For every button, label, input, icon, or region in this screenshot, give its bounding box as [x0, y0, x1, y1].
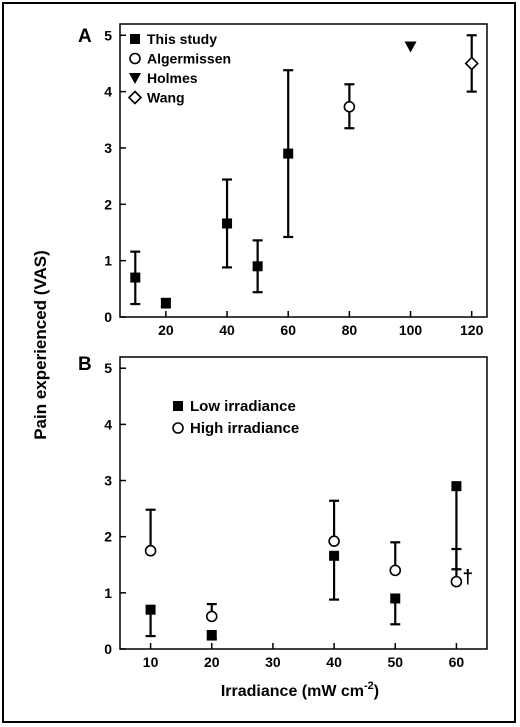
- panel-b-y-tick-label: 5: [104, 360, 112, 376]
- panel-a-holmes-point: [404, 41, 417, 53]
- panel-a-algermissen-legend-marker: [129, 52, 141, 65]
- panel-b-high-irradiance-point: [328, 535, 340, 547]
- panel-b-y-tick-label: 1: [104, 585, 112, 601]
- panel-b-x-tick-label: 10: [143, 654, 159, 670]
- panel-b-letter: B: [78, 354, 92, 375]
- panel-b-high-irradiance-point: [389, 564, 402, 577]
- panel-b-y-tick-label: 0: [104, 641, 112, 657]
- panel-b-high-irradiance-point: [205, 610, 218, 623]
- panel-a-algermissen-legend-label: Algermissen: [147, 51, 231, 67]
- panel-b-low-irradiance-point: [390, 593, 401, 604]
- panel-b-high-irradiance-legend-marker: [172, 422, 184, 434]
- panel-b-x-tick-label: 40: [326, 654, 342, 670]
- panel-b-x-tick-label: 60: [449, 654, 465, 670]
- panel-a-y-tick-label: 4: [104, 84, 112, 100]
- panel-a-y-tick-label: 0: [104, 309, 112, 325]
- panel-a-wang-legend-marker: [127, 90, 143, 105]
- panel-a-holmes-legend-label: Holmes: [147, 70, 198, 86]
- panel-a-letter: A: [78, 26, 92, 47]
- panel-a-this-study-point: [252, 261, 263, 272]
- panel-b-x-tick-label: 30: [265, 654, 281, 670]
- panel-b-y-tick-label: 4: [104, 416, 112, 432]
- panel-a-x-tick-label: 80: [342, 322, 358, 338]
- panel-a-this-study-point: [130, 272, 141, 283]
- panel-b-high-irradiance-point: [450, 575, 463, 588]
- panel-a-y-tick-label: 5: [104, 27, 112, 43]
- panel-b-low-irradiance-point: [145, 604, 156, 615]
- x-axis-label-main: Irradiance (mW cm: [221, 683, 364, 700]
- panel-b-y-tick-label: 2: [104, 529, 112, 545]
- panel-a-y-tick-label: 1: [104, 253, 112, 269]
- panel-b-annotation-dagger: †: [463, 567, 474, 588]
- panel-b-high-irradiance-legend-label: High irradiance: [190, 420, 299, 437]
- panel-a-algermissen-point: [343, 101, 356, 113]
- x-axis-label-close: ): [374, 683, 379, 700]
- panel-b-low-irradiance-legend-label: Low irradiance: [190, 398, 296, 415]
- panel-b-low-irradiance-point: [206, 629, 217, 640]
- panel-a-holmes-legend-marker: [129, 73, 141, 84]
- panel-a-x-tick-label: 20: [158, 322, 174, 338]
- x-axis-label: Irradiance (mW cm-2): [221, 680, 379, 700]
- panel-a-this-study-point: [283, 148, 294, 159]
- panel-b-x-tick-label: 20: [204, 654, 220, 670]
- panel-b-plot-frame: [119, 356, 488, 650]
- panel-a-x-tick-label: 120: [460, 322, 484, 338]
- y-axis-label: Pain experienced (VAS): [31, 250, 50, 440]
- panel-a-plot-frame: [119, 23, 488, 318]
- panel-b-low-irradiance-point: [329, 550, 340, 561]
- panel-b-x-tick-label: 50: [387, 654, 403, 670]
- panel-a-y-tick-label: 2: [104, 196, 112, 212]
- panel-a-wang-legend-label: Wang: [147, 90, 185, 106]
- panel-a-this-study-legend-marker: [130, 34, 140, 44]
- panel-a-this-study-legend-label: This study: [147, 31, 217, 47]
- panel-b-y-tick-label: 3: [104, 473, 112, 489]
- panel-b-low-irradiance-legend-marker: [173, 401, 183, 411]
- panel-a-this-study-point: [222, 218, 233, 229]
- panel-a-y-tick-label: 3: [104, 140, 112, 156]
- panel-b-low-irradiance-point: [451, 481, 462, 492]
- panel-a-x-tick-label: 40: [219, 322, 235, 338]
- x-axis-label-exponent: -2: [364, 680, 374, 692]
- panel-b-high-irradiance-point: [144, 544, 157, 557]
- panel-a-x-tick-label: 60: [280, 322, 296, 338]
- panel-a-wang-point: [464, 56, 479, 71]
- panel-a-x-tick-label: 100: [399, 322, 423, 338]
- panel-a-this-study-point: [160, 297, 171, 308]
